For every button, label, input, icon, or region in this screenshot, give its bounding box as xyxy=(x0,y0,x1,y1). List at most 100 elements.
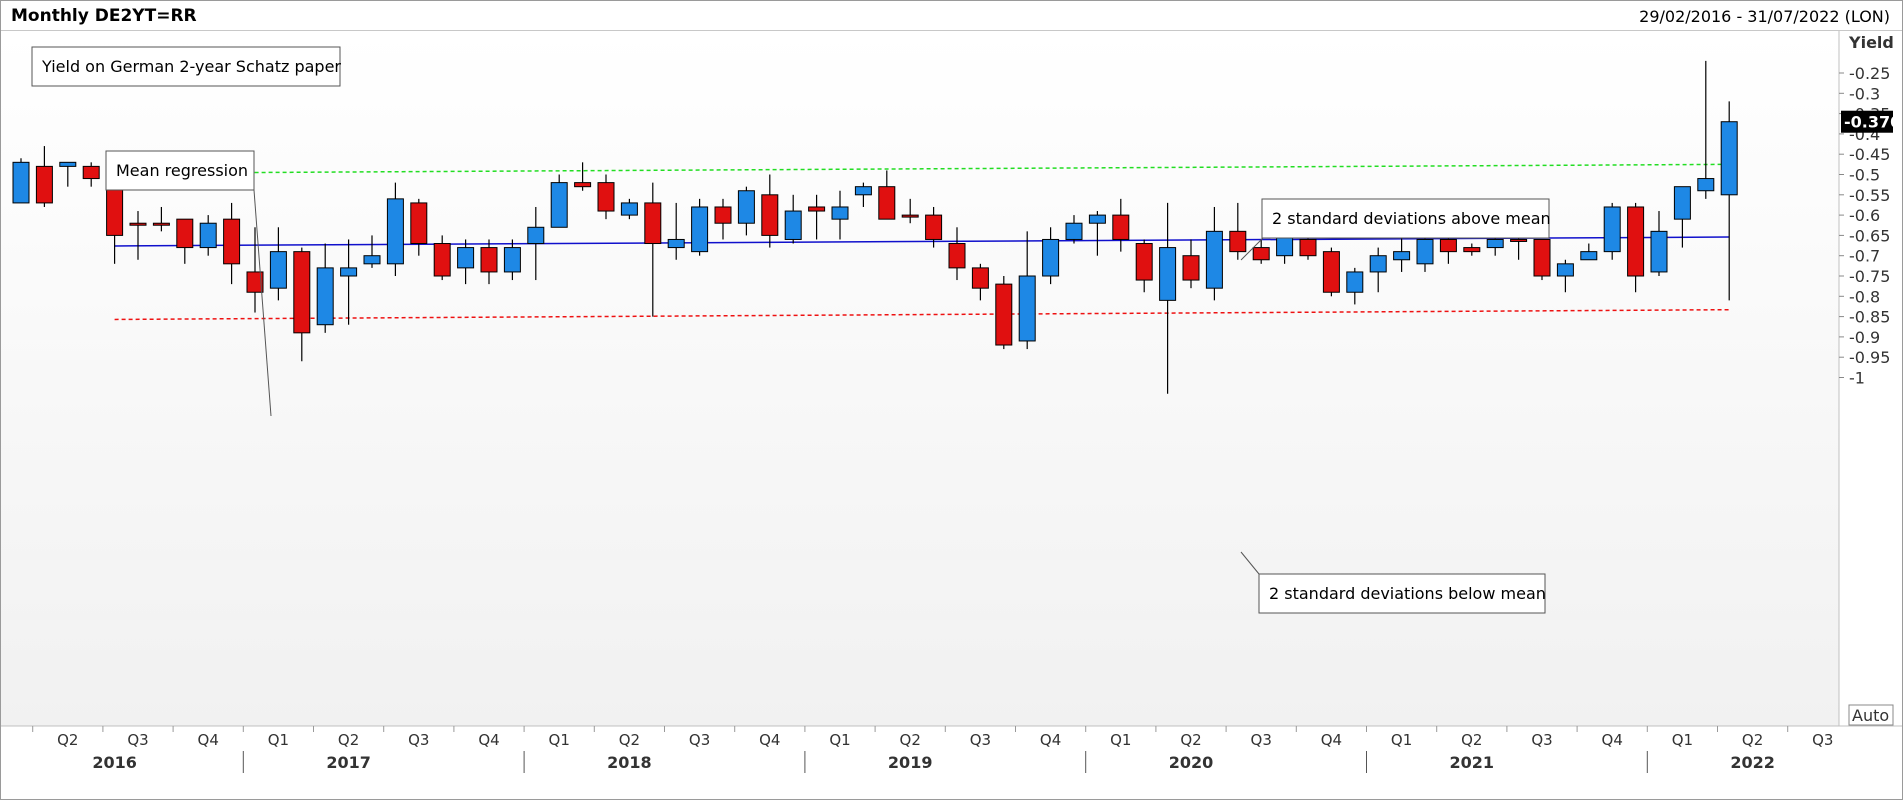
candle xyxy=(12,158,30,204)
x-quarter-label: Q2 xyxy=(1461,731,1482,749)
candle-body xyxy=(1673,186,1691,220)
candle-body xyxy=(1229,230,1247,253)
auto-scale-button-label[interactable]: Auto xyxy=(1852,706,1889,725)
x-year-label: 2021 xyxy=(1450,753,1495,772)
candle xyxy=(1112,198,1130,252)
y-tick-label: -0.75 xyxy=(1849,267,1890,286)
candle xyxy=(1182,239,1200,289)
y-tick-label: -0.6 xyxy=(1849,206,1880,225)
auto-scale-button[interactable]: Auto xyxy=(1848,704,1894,726)
candle-body xyxy=(386,198,404,265)
candle xyxy=(1603,202,1621,260)
candle-body xyxy=(340,267,358,277)
candle xyxy=(480,239,498,285)
y-tick-label: -1 xyxy=(1849,369,1865,388)
candle-body xyxy=(82,165,100,180)
auto-scale-button-box[interactable] xyxy=(1848,704,1894,726)
x-quarter-label: Q2 xyxy=(57,731,78,749)
x-quarter-label: Q3 xyxy=(127,731,148,749)
candle xyxy=(1369,247,1387,293)
candle-body xyxy=(223,218,241,265)
candle xyxy=(808,194,826,240)
candle xyxy=(644,182,662,317)
y-tick-label: -0.7 xyxy=(1849,247,1880,266)
candle-body xyxy=(691,206,709,253)
candle xyxy=(620,198,638,220)
candle-body xyxy=(1510,238,1528,242)
candle-body xyxy=(152,222,170,226)
x-quarter-label: Q3 xyxy=(1812,731,1833,749)
candle-body xyxy=(1322,251,1340,293)
chart-label-frame xyxy=(31,46,341,87)
candle xyxy=(176,218,194,264)
candle-body xyxy=(129,222,147,226)
candle-body xyxy=(1416,238,1434,265)
x-quarter-label: Q3 xyxy=(1251,731,1272,749)
candle-body xyxy=(761,194,779,236)
candle-body xyxy=(59,161,77,167)
x-quarter-label: Q1 xyxy=(549,731,570,749)
candle xyxy=(386,182,404,276)
mean-annotation-text: Mean regression xyxy=(116,161,248,180)
y-tick-label: -0.9 xyxy=(1849,328,1880,347)
chart-title: Monthly DE2YT=RR xyxy=(11,6,197,26)
candle xyxy=(1650,211,1668,276)
x-quarter-label: Q2 xyxy=(1742,731,1763,749)
candle-body xyxy=(1182,255,1200,281)
candle-body xyxy=(667,238,685,249)
candle xyxy=(340,239,358,325)
candle-body xyxy=(737,190,755,224)
mean-annotation-frame xyxy=(105,150,255,191)
candle xyxy=(1393,235,1411,272)
x-year-label: 2017 xyxy=(326,753,371,772)
plot-area xyxy=(1,31,1839,726)
candle-body xyxy=(995,283,1013,346)
mean-annotation-leader xyxy=(253,189,272,417)
candle-body xyxy=(12,161,30,204)
candle-body xyxy=(433,243,451,277)
y-axis-label: Yield xyxy=(1848,33,1894,52)
upper-band-annotation-leader xyxy=(1240,237,1264,261)
chart-label-box: Yield on German 2-year Schatz paper xyxy=(31,46,341,87)
candles xyxy=(12,60,1738,394)
x-quarter-label: Q4 xyxy=(759,731,780,749)
candle xyxy=(1556,259,1574,293)
candle xyxy=(1627,202,1645,293)
candle xyxy=(293,247,311,362)
candle xyxy=(59,161,77,187)
candle-body xyxy=(1088,214,1106,224)
y-tick-label: -0.25 xyxy=(1849,64,1890,83)
x-quarter-label: Q2 xyxy=(338,731,359,749)
candle xyxy=(1252,239,1270,264)
date-range: 29/02/2016 - 31/07/2022 (LON) xyxy=(1639,7,1890,26)
candle-body xyxy=(854,186,872,196)
x-year-label: 2020 xyxy=(1169,753,1214,772)
x-quarter-label: Q1 xyxy=(268,731,289,749)
candle xyxy=(1673,186,1691,248)
candle-body xyxy=(1463,247,1481,253)
candle-body xyxy=(925,214,943,240)
candle xyxy=(714,198,732,240)
last-value-background xyxy=(1841,110,1893,133)
candle xyxy=(1065,215,1083,244)
candle-body xyxy=(1205,230,1223,289)
candle-body xyxy=(1650,230,1668,273)
candle-body xyxy=(1112,214,1130,240)
candle xyxy=(129,211,147,260)
x-quarter-label: Q2 xyxy=(1180,731,1201,749)
header-bar: Monthly DE2YT=RR 29/02/2016 - 31/07/2022… xyxy=(1,1,1902,31)
candle xyxy=(35,146,53,207)
candle xyxy=(152,206,170,232)
candle-body xyxy=(1533,238,1551,277)
candle-body xyxy=(1135,243,1153,281)
candle xyxy=(1276,227,1294,264)
x-quarter-label: Q3 xyxy=(1531,731,1552,749)
candle xyxy=(1322,247,1340,297)
candle xyxy=(363,235,381,268)
candle xyxy=(971,263,989,301)
x-year-label: 2018 xyxy=(607,753,652,772)
candle-body xyxy=(363,255,381,265)
candle xyxy=(316,243,334,333)
candle-body xyxy=(1580,251,1598,261)
